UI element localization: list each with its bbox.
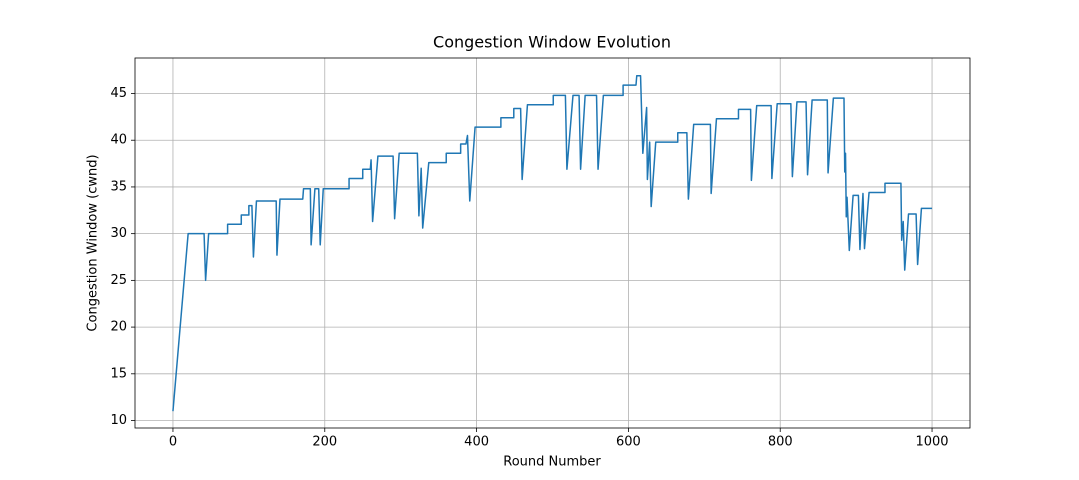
y-tick-label: 35 — [110, 179, 127, 194]
plot-frame — [134, 57, 971, 429]
y-tick-label: 10 — [110, 413, 127, 428]
y-tick-label: 40 — [110, 133, 127, 148]
x-tick-label: 0 — [169, 435, 177, 450]
chart-title: Congestion Window Evolution — [433, 33, 671, 52]
y-tick-label: 20 — [110, 320, 127, 335]
y-tick-label: 45 — [110, 86, 127, 101]
y-axis-label: Congestion Window (cwnd) — [86, 154, 101, 331]
y-tick-label: 30 — [110, 226, 127, 241]
x-tick-label: 200 — [312, 435, 337, 450]
x-tick-label: 400 — [464, 435, 489, 450]
x-tick-label: 1000 — [915, 435, 948, 450]
x-tick-label: 600 — [616, 435, 641, 450]
y-tick-label: 25 — [110, 273, 127, 288]
x-axis-label: Round Number — [503, 455, 601, 470]
x-tick-label: 800 — [768, 435, 793, 450]
y-tick-label: 15 — [110, 366, 127, 381]
data-line — [172, 75, 933, 412]
